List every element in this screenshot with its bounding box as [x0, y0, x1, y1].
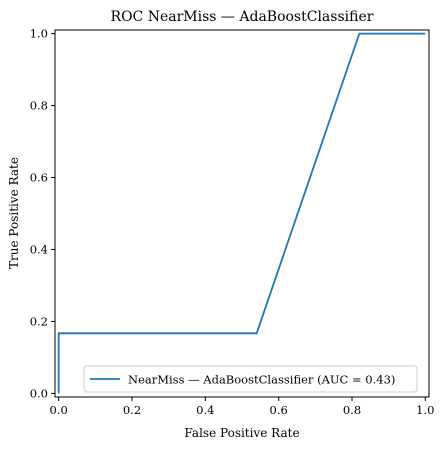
y-tick-label: 1.0	[30, 27, 48, 41]
series-layer	[57, 32, 426, 394]
x-axis-label: False Positive Rate	[184, 426, 299, 440]
plot-frame	[54, 29, 430, 398]
y-tick-label: 0.4	[30, 242, 48, 256]
x-axis-ticks: 0.0 0.2 0.4 0.6 0.8 1.0	[50, 397, 434, 417]
legend-label: NearMiss — AdaBoostClassifier (AUC = 0.4…	[128, 373, 395, 387]
x-tick-label: 0.4	[196, 403, 214, 417]
y-tick-label: 0.0	[30, 386, 48, 400]
roc-curve-line	[57, 32, 426, 394]
x-tick-label: 0.8	[343, 403, 361, 417]
legend: NearMiss — AdaBoostClassifier (AUC = 0.4…	[83, 365, 418, 393]
y-tick-label: 0.8	[30, 99, 48, 113]
y-axis-label: True Positive Rate	[7, 157, 21, 269]
plot-area	[54, 29, 430, 398]
x-tick-label: 1.0	[416, 403, 434, 417]
x-tick-label: 0.2	[123, 403, 141, 417]
y-axis-ticks: 0.0 0.2 0.4 0.6 0.8 1.0	[30, 27, 55, 400]
y-tick-label: 0.6	[30, 171, 48, 185]
chart-title: ROC NearMiss — AdaBoostClassifier	[111, 9, 374, 25]
x-tick-label: 0.6	[270, 403, 288, 417]
legend-box	[83, 365, 418, 393]
x-tick-label: 0.0	[50, 403, 68, 417]
y-tick-label: 0.2	[30, 314, 48, 328]
